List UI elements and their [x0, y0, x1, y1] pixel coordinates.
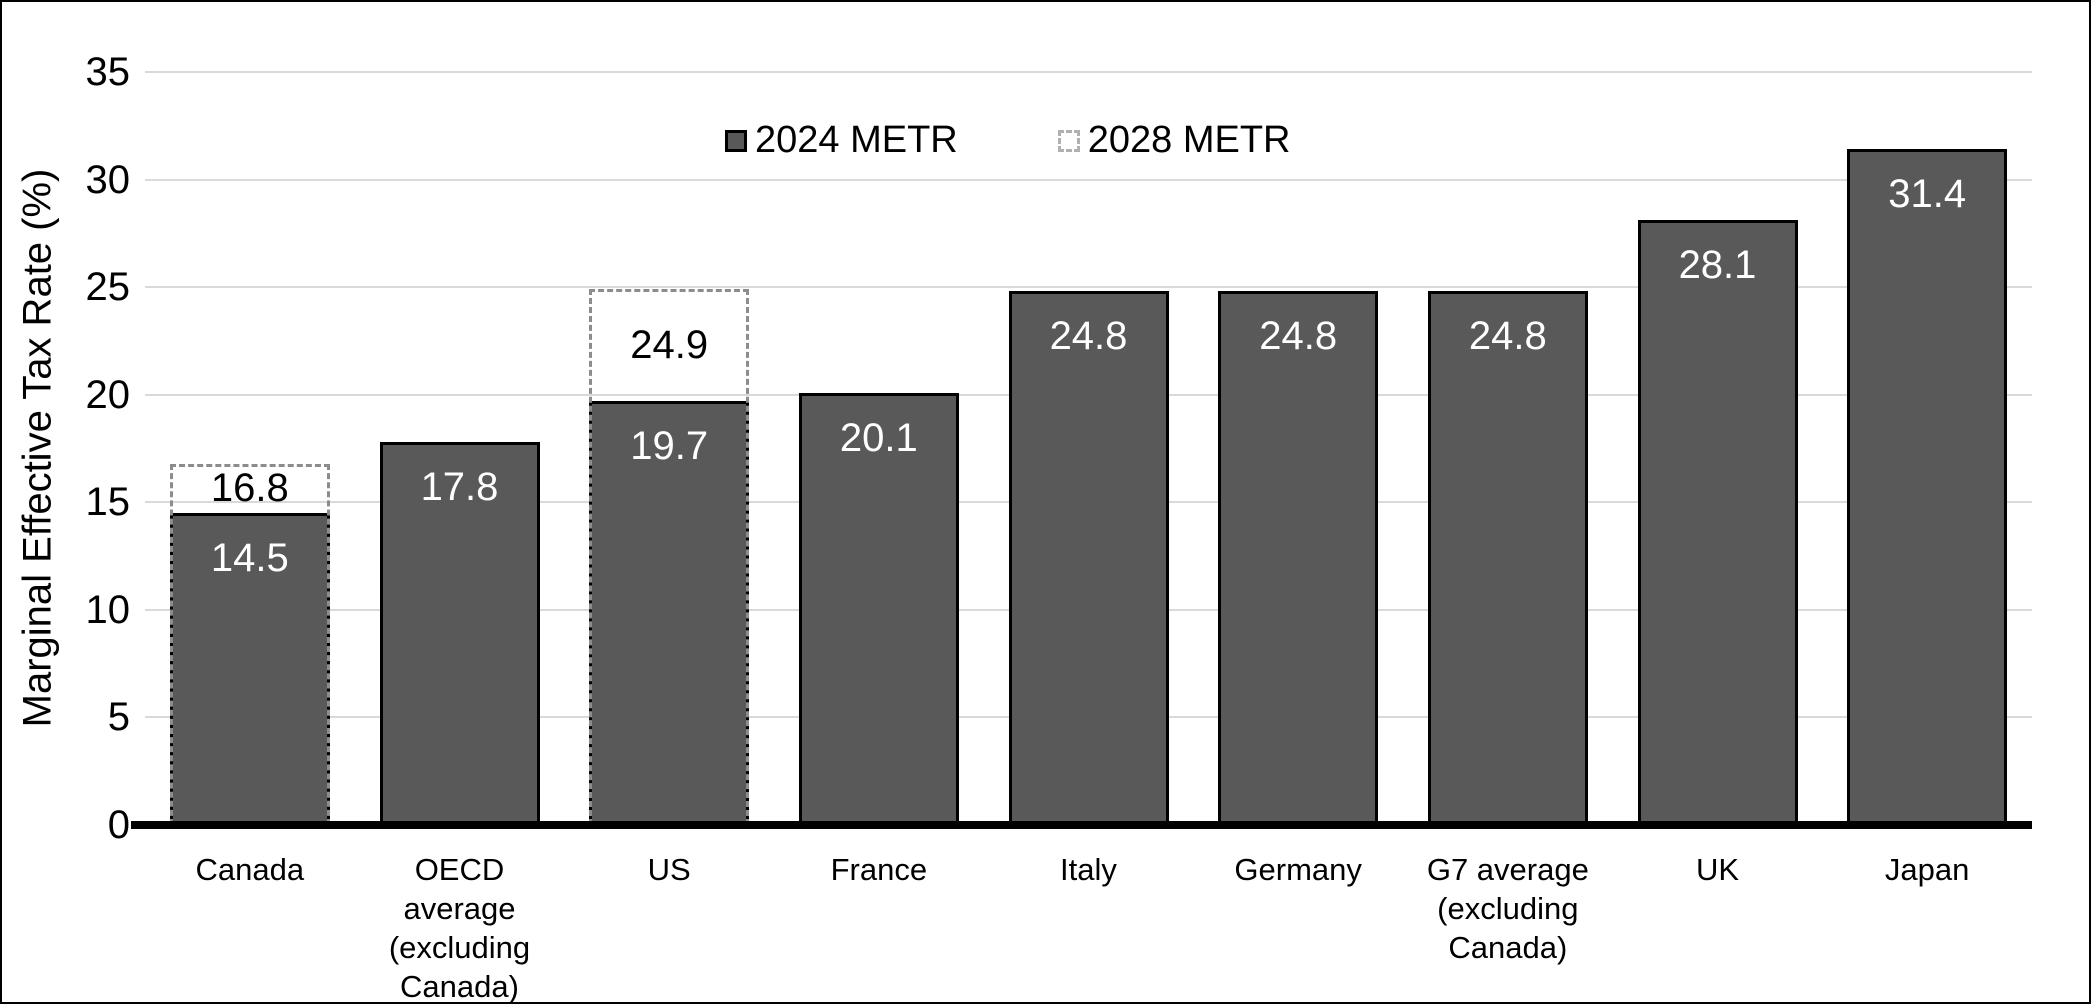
bar-value-label-2024-oecd-average-excluding-canada: 17.8	[420, 465, 499, 510]
y-tick-label-30: 30	[85, 157, 131, 202]
bar-value-label-2024-us: 19.7	[630, 424, 709, 469]
gridline-25	[145, 286, 2032, 289]
y-tick-label-25: 25	[85, 265, 131, 310]
bar-2024-oecd-average-excluding-canada: 17.8	[379, 442, 540, 825]
bar-2028-outline-canada	[169, 463, 330, 825]
bar-value-label-2024-japan: 31.4	[1888, 172, 1967, 217]
bar-2024-italy: 24.8	[1008, 291, 1169, 825]
category-label-us: US	[647, 852, 691, 887]
legend-label-2024: 2024 METR	[755, 119, 958, 161]
category-label-uk: UK	[1695, 852, 1740, 887]
bar-value-label-2024-italy: 24.8	[1049, 314, 1128, 359]
bar-value-label-2024-canada: 14.5	[210, 536, 289, 581]
y-tick-label-35: 35	[85, 50, 131, 94]
legend-item-2024-metr: 2024 METR	[725, 119, 958, 162]
category-label-japan: Japan	[1884, 852, 1970, 887]
bar-value-label-2024-france: 20.1	[839, 415, 918, 460]
bar-2024-france: 20.1	[798, 392, 959, 825]
y-tick-label-20: 20	[85, 372, 131, 417]
bar-value-label-2024-g7-average-excluding-canada: 24.8	[1468, 314, 1547, 359]
category-label-oecd-average-excluding-canada: OECD average (excluding Canada)	[388, 852, 531, 1004]
y-tick-label-0: 0	[107, 803, 130, 847]
x-axis-line	[131, 821, 2032, 829]
dashed-square-icon	[1057, 129, 1080, 152]
y-tick-label-5: 5	[107, 695, 130, 740]
bar-2024-g7-average-excluding-canada: 24.8	[1427, 291, 1588, 825]
bar-2024-germany: 24.8	[1218, 291, 1379, 825]
category-label-france: France	[830, 852, 928, 887]
category-label-g7-average-excluding-canada: G7 average (excluding Canada)	[1426, 852, 1589, 966]
gridline-35	[145, 71, 2032, 73]
solid-square-icon	[725, 129, 747, 152]
y-tick-label-15: 15	[85, 480, 131, 525]
bar-value-label-2028-canada: 16.8	[210, 466, 289, 511]
gridline-30	[145, 178, 2032, 181]
bar-value-label-2024-germany: 24.8	[1259, 314, 1338, 359]
y-axis-title: Marginal Effective Tax Rate (%)	[15, 168, 60, 728]
plot-area: 14.5 16.8 Canada 17.8 OECD average (excludin…	[131, 71, 2032, 1002]
bar-value-label-2024-uk: 28.1	[1678, 243, 1757, 288]
bar-2024-japan: 31.4	[1847, 149, 2008, 825]
category-label-canada: Canada	[195, 852, 305, 887]
legend-label-2028: 2028 METR	[1087, 119, 1291, 161]
bar-2024-uk: 28.1	[1637, 220, 1798, 825]
legend-item-2028-metr: 2028 METR	[1057, 119, 1291, 162]
legend: 2024 METR 2028 METR	[725, 119, 1291, 162]
bar-value-label-2028-us: 24.9	[630, 323, 709, 368]
category-label-italy: Italy	[1060, 852, 1117, 887]
category-label-germany: Germany	[1234, 852, 1362, 887]
y-tick-label-10: 10	[85, 587, 131, 632]
